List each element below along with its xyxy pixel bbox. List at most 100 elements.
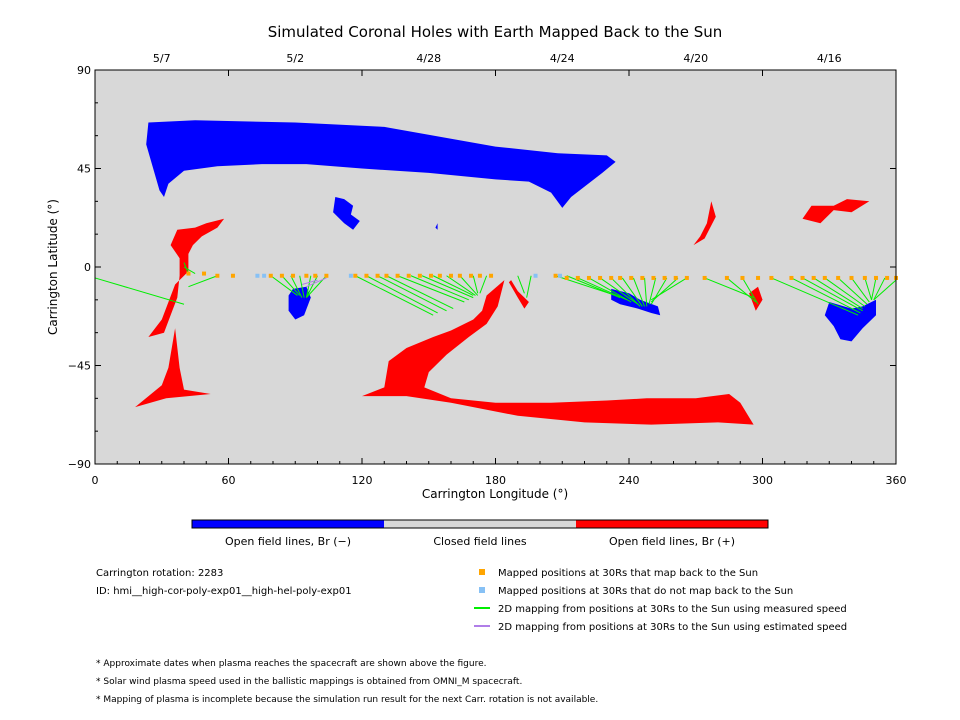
top-date-label: 4/28	[416, 52, 441, 65]
mapping-line-measured	[397, 275, 465, 303]
mapping-line-measured	[588, 277, 632, 303]
mapping-line-measured	[610, 277, 641, 307]
mapped-point	[324, 273, 329, 278]
mapping-line-measured	[813, 277, 863, 310]
top-date-label: 4/24	[550, 52, 575, 65]
mapping-line-estimated	[306, 277, 327, 288]
mapping-line-measured	[824, 277, 866, 307]
x-tick-label: 240	[619, 474, 640, 487]
mapped-point	[215, 273, 220, 278]
mapped-point	[313, 273, 318, 278]
mapping-line-measured	[802, 277, 863, 312]
mapped-points	[186, 271, 898, 280]
mapped-point	[756, 275, 761, 280]
coronal-hole-positive	[802, 199, 870, 224]
footnotes: * Approximate dates when plasma reaches …	[96, 659, 598, 705]
unmapped-point	[558, 273, 563, 278]
x-tick-label: 60	[222, 474, 236, 487]
mapped-point	[618, 275, 623, 280]
mapping-line-measured	[472, 275, 479, 294]
top-date-label: 5/2	[286, 52, 304, 65]
unmapped-point	[255, 273, 260, 278]
coronal-hole-negative	[435, 223, 438, 230]
mapping-line-measured	[183, 266, 196, 274]
top-date-label: 4/20	[683, 52, 708, 65]
mapped-point	[477, 273, 482, 278]
mapped-point	[230, 273, 235, 278]
mapping-line-measured	[299, 275, 305, 298]
legend-mapped-label: Mapped positions at 30Rs that map back t…	[498, 568, 758, 579]
mapping-line-measured	[644, 277, 648, 307]
y-tick-label: −45	[68, 360, 91, 373]
mapped-point	[449, 273, 453, 278]
mapping-line-measured	[410, 275, 469, 301]
mapped-point	[353, 273, 358, 278]
mapped-point	[437, 273, 442, 278]
coronal-hole-negative	[288, 286, 311, 320]
mapping-line-measured	[632, 277, 646, 307]
mapped-point	[800, 275, 805, 280]
mapping-line-measured	[305, 275, 312, 298]
mapped-point	[375, 273, 380, 278]
y-tick-label: 0	[84, 261, 91, 274]
top-date-axis: 5/7 5/2 4/28 4/24 4/20 4/16	[153, 52, 842, 65]
x-tick-label: 120	[352, 474, 373, 487]
mapped-point	[598, 275, 603, 280]
mapped-point	[885, 275, 890, 280]
mapping-line-measured	[873, 279, 897, 301]
mapped-point	[822, 275, 827, 280]
plot-area	[94, 69, 898, 465]
top-date-label: 5/7	[153, 52, 171, 65]
mapped-point	[769, 275, 774, 280]
x-tick-label: 300	[752, 474, 773, 487]
mapped-point	[469, 273, 474, 278]
mapped-point	[457, 273, 462, 278]
mapping-line-measured	[650, 277, 679, 303]
colorbar-label-closed: Closed field lines	[433, 535, 527, 548]
legend-mapped-marker	[479, 569, 485, 575]
mapping-line-measured	[526, 275, 532, 298]
unmapped-point	[262, 273, 267, 278]
y-tick-label: −90	[68, 458, 91, 471]
coronal-holes	[135, 120, 876, 425]
mapping-line-measured	[791, 277, 861, 314]
mapping-line-measured	[281, 275, 301, 296]
unmapped-point	[533, 273, 538, 278]
mapped-point	[575, 275, 580, 280]
mapping-line-measured	[188, 275, 218, 288]
footnote: * Solar wind plasma speed used in the ba…	[96, 677, 522, 687]
colorbar-label-negative: Open field lines, Br (−)	[225, 535, 351, 548]
legend-measured-label: 2D mapping from positions at 30Rs to the…	[498, 604, 847, 615]
coronal-hole-positive	[749, 286, 763, 311]
mapped-point	[428, 273, 433, 278]
mapping-line-measured	[650, 277, 688, 301]
run-id: ID: hmi__high-cor-poly-exp01__high-hel-p…	[96, 586, 352, 597]
colorbar-negative	[192, 520, 384, 528]
mapped-point	[684, 275, 689, 280]
mapping-line-measured	[871, 277, 877, 300]
mapped-point	[740, 275, 745, 280]
colorbar-positive	[576, 520, 768, 528]
mapping-line-measured	[446, 275, 476, 296]
footnote: * Approximate dates when plasma reaches …	[96, 659, 487, 669]
mapping-line-measured	[386, 275, 454, 310]
x-tick-label: 0	[92, 474, 99, 487]
coronal-hole-negative	[333, 197, 360, 230]
mapping-line-measured	[517, 275, 525, 294]
x-axis: 0 60 120 180 240 300 360	[92, 70, 907, 487]
y-tick-label: 90	[77, 64, 91, 77]
mapped-point	[836, 275, 841, 280]
mapping-line-measured	[305, 275, 318, 298]
mapped-point	[406, 273, 411, 278]
mapping-line-measured	[290, 275, 303, 298]
coronal-hole-positive	[148, 218, 225, 337]
mapping-line-measured	[94, 277, 185, 305]
y-axis-label: Carrington Latitude (°)	[46, 199, 60, 335]
run-info: Carrington rotation: 2283 ID: hmi__high-…	[96, 568, 352, 597]
mapping-line-measured	[479, 275, 488, 294]
mapping-line-measured	[621, 277, 643, 307]
mapping-line-measured	[704, 277, 754, 299]
mapping-line-measured	[577, 277, 627, 301]
polarity-colorbar: Open field lines, Br (−) Closed field li…	[191, 519, 769, 548]
x-tick-label: 180	[485, 474, 506, 487]
